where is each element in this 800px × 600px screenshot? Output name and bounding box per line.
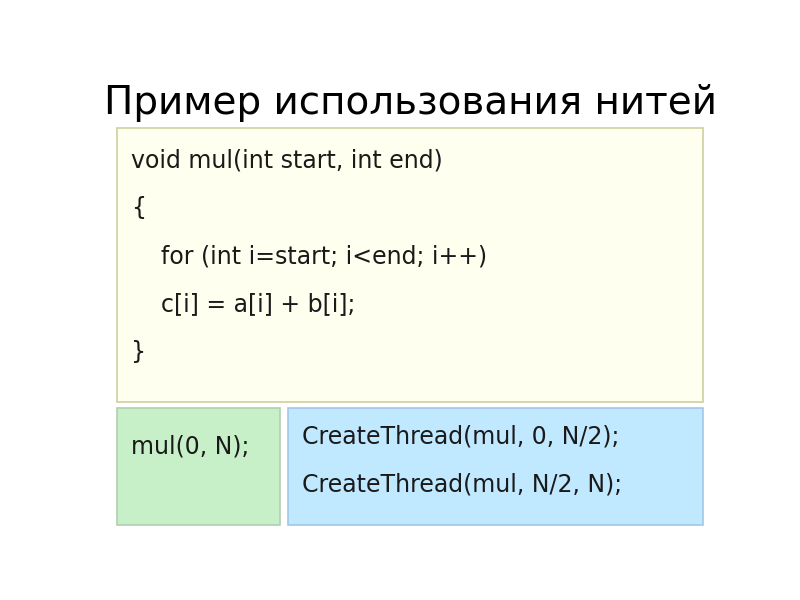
FancyBboxPatch shape (287, 408, 703, 525)
Text: {: { (131, 196, 146, 220)
Text: CreateThread(mul, 0, N/2);: CreateThread(mul, 0, N/2); (302, 425, 619, 449)
Text: for (int i=start; i<end; i++): for (int i=start; i<end; i++) (131, 244, 487, 268)
Text: CreateThread(mul, N/2, N);: CreateThread(mul, N/2, N); (302, 473, 622, 497)
FancyBboxPatch shape (117, 408, 280, 525)
Text: mul(0, N);: mul(0, N); (131, 434, 250, 458)
FancyBboxPatch shape (117, 128, 703, 401)
Text: c[i] = a[i] + b[i];: c[i] = a[i] + b[i]; (131, 292, 355, 316)
Text: void mul(int start, int end): void mul(int start, int end) (131, 149, 442, 173)
Text: Пример использования нитей: Пример использования нитей (103, 84, 717, 122)
Text: }: } (131, 340, 146, 364)
